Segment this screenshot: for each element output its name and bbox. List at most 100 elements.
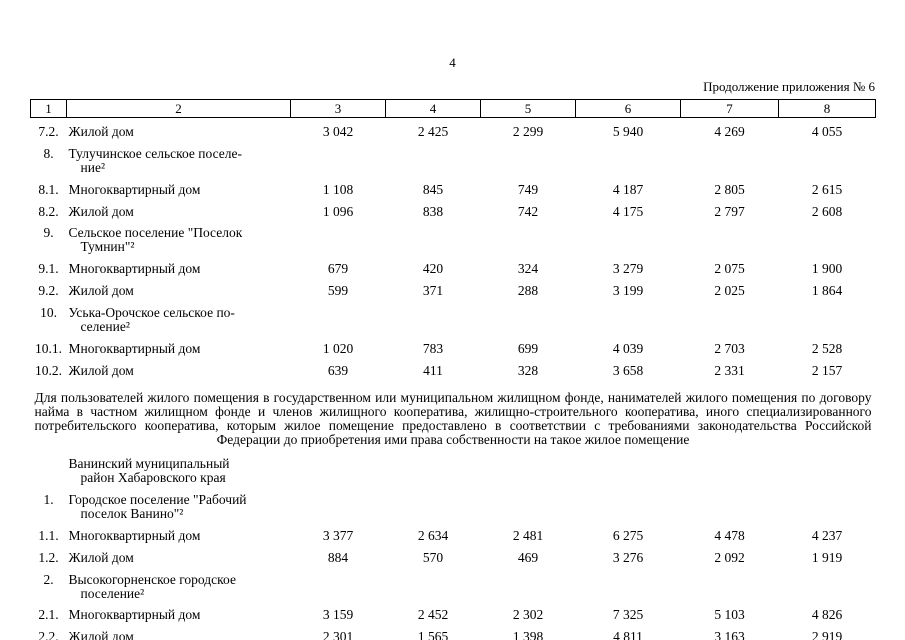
row-name: Ванинский муниципальный район Хабаровско… [68, 456, 230, 486]
row-value: 4 039 [612, 340, 644, 356]
row-value: 3 159 [322, 607, 354, 623]
table-row: 1. Городское поселение "Рабочий поселок В… [31, 486, 876, 522]
row-value [386, 219, 481, 255]
table-row: 1.1. Многоквартирный дом 3 377 2 634 2 481 6 … [31, 522, 876, 544]
row-value: 328 [517, 362, 539, 378]
table-row: 9.2. Жилой дом 599 371 288 3 199 2 025 1 864 [31, 277, 876, 299]
row-value: 1 900 [811, 261, 843, 277]
row-number: 9.2. [38, 283, 59, 299]
row-name: Сельское поселение "Поселок Тумнин"² [68, 225, 243, 255]
row-value: 699 [517, 340, 539, 356]
row-value [576, 566, 681, 602]
row-value [386, 450, 481, 486]
table-row: 10. Уська-Орочское сельское по- селение² [31, 299, 876, 335]
row-value [291, 450, 386, 486]
table-row: 8.2. Жилой дом 1 096 838 742 4 175 2 797 2 608 [31, 198, 876, 220]
row-value [681, 219, 779, 255]
row-value: 4 478 [714, 527, 745, 543]
row-value: 7 325 [612, 607, 644, 623]
row-value: 469 [517, 549, 539, 565]
row-value [291, 486, 386, 522]
row-value: 2 331 [714, 362, 745, 378]
row-value [576, 486, 681, 522]
row-name: Многоквартирный дом [68, 527, 201, 543]
column-header: 7 [680, 99, 779, 118]
row-value [291, 299, 386, 335]
row-value: 4 826 [811, 607, 843, 623]
row-value [291, 219, 386, 255]
row-value [681, 299, 779, 335]
row-value [291, 566, 386, 602]
table-body: 7.2. Жилой дом 3 042 2 425 2 299 5 940 4 269 4 … [31, 118, 876, 640]
row-value: 4 237 [811, 527, 843, 543]
row-value: 2 092 [714, 549, 745, 565]
row-value [481, 486, 576, 522]
row-value: 6 275 [612, 527, 644, 543]
row-number: 9. [43, 225, 54, 241]
row-value [481, 299, 576, 335]
row-value [779, 140, 876, 176]
row-number [31, 450, 67, 486]
column-header: 3 [290, 99, 386, 118]
row-value [681, 486, 779, 522]
row-value: 4 055 [811, 124, 843, 139]
row-value: 2 703 [714, 340, 745, 356]
row-value: 1 096 [322, 203, 354, 219]
row-number: 2.1. [38, 607, 59, 623]
column-header: 1 [30, 99, 67, 118]
row-value: 3 199 [612, 283, 644, 299]
column-header: 2 [66, 99, 291, 118]
row-name: Жилой дом [68, 124, 134, 139]
row-value [386, 486, 481, 522]
table-row: 10.2. Жилой дом 639 411 328 3 658 2 331 2 157 [31, 357, 876, 379]
row-value [481, 450, 576, 486]
row-value [481, 140, 576, 176]
row-value: 2 481 [512, 527, 544, 543]
row-value: 4 175 [612, 203, 644, 219]
table-row: 9. Сельское поселение "Поселок Тумнин"² [31, 219, 876, 255]
row-name: Жилой дом [68, 629, 134, 640]
table-row: 2.1. Многоквартирный дом 3 159 2 452 2 302 7 … [31, 601, 876, 623]
row-value [681, 566, 779, 602]
row-value: 411 [423, 362, 443, 378]
row-name: Уська-Орочское сельское по- селение² [68, 305, 235, 334]
row-number: 10. [40, 305, 57, 321]
column-header: 4 [385, 99, 481, 118]
row-value: 1 020 [322, 340, 354, 356]
table-row: 1.2. Жилой дом 884 570 469 3 276 2 092 1 919 [31, 544, 876, 566]
note-text: Для пользователей жилого помещения в гос… [34, 389, 872, 448]
row-value [576, 219, 681, 255]
row-value [576, 140, 681, 176]
row-name: Жилой дом [68, 203, 134, 219]
row-value [386, 140, 481, 176]
row-number: 8.2. [38, 203, 59, 219]
row-value: 742 [517, 203, 539, 219]
row-number: 1.2. [38, 549, 59, 565]
row-value: 2 608 [811, 203, 843, 219]
note-row: Для пользователей жилого помещения в гос… [31, 379, 876, 451]
row-value: 371 [422, 283, 444, 299]
row-value: 679 [327, 261, 349, 277]
row-number: 8.1. [38, 181, 59, 197]
row-value: 845 [422, 181, 444, 197]
row-name: Высокогорненское городское поселение² [68, 571, 236, 601]
row-number: 2. [43, 571, 54, 587]
row-value: 3 377 [322, 527, 354, 543]
row-number: 9.1. [38, 261, 59, 277]
row-name: Городское поселение "Рабочий поселок Ван… [68, 492, 247, 521]
table-row: Ванинский муниципальный район Хабаровско… [31, 450, 876, 486]
row-value: 4 811 [613, 629, 643, 640]
row-value [291, 140, 386, 176]
page-number: 4 [449, 55, 456, 70]
row-value [481, 566, 576, 602]
row-value: 2 075 [714, 261, 745, 277]
row-value: 5 940 [612, 124, 644, 139]
column-header: 6 [575, 99, 681, 118]
row-value: 2 425 [417, 124, 449, 139]
row-value: 783 [422, 340, 444, 356]
table-row: 7.2. Жилой дом 3 042 2 425 2 299 5 940 4 269 4 … [31, 118, 876, 140]
row-number: 1.1. [38, 527, 59, 543]
row-number: 1. [43, 492, 54, 508]
row-value [576, 450, 681, 486]
table-row: 10.1. Многоквартирный дом 1 020 783 699 4 039… [31, 335, 876, 357]
